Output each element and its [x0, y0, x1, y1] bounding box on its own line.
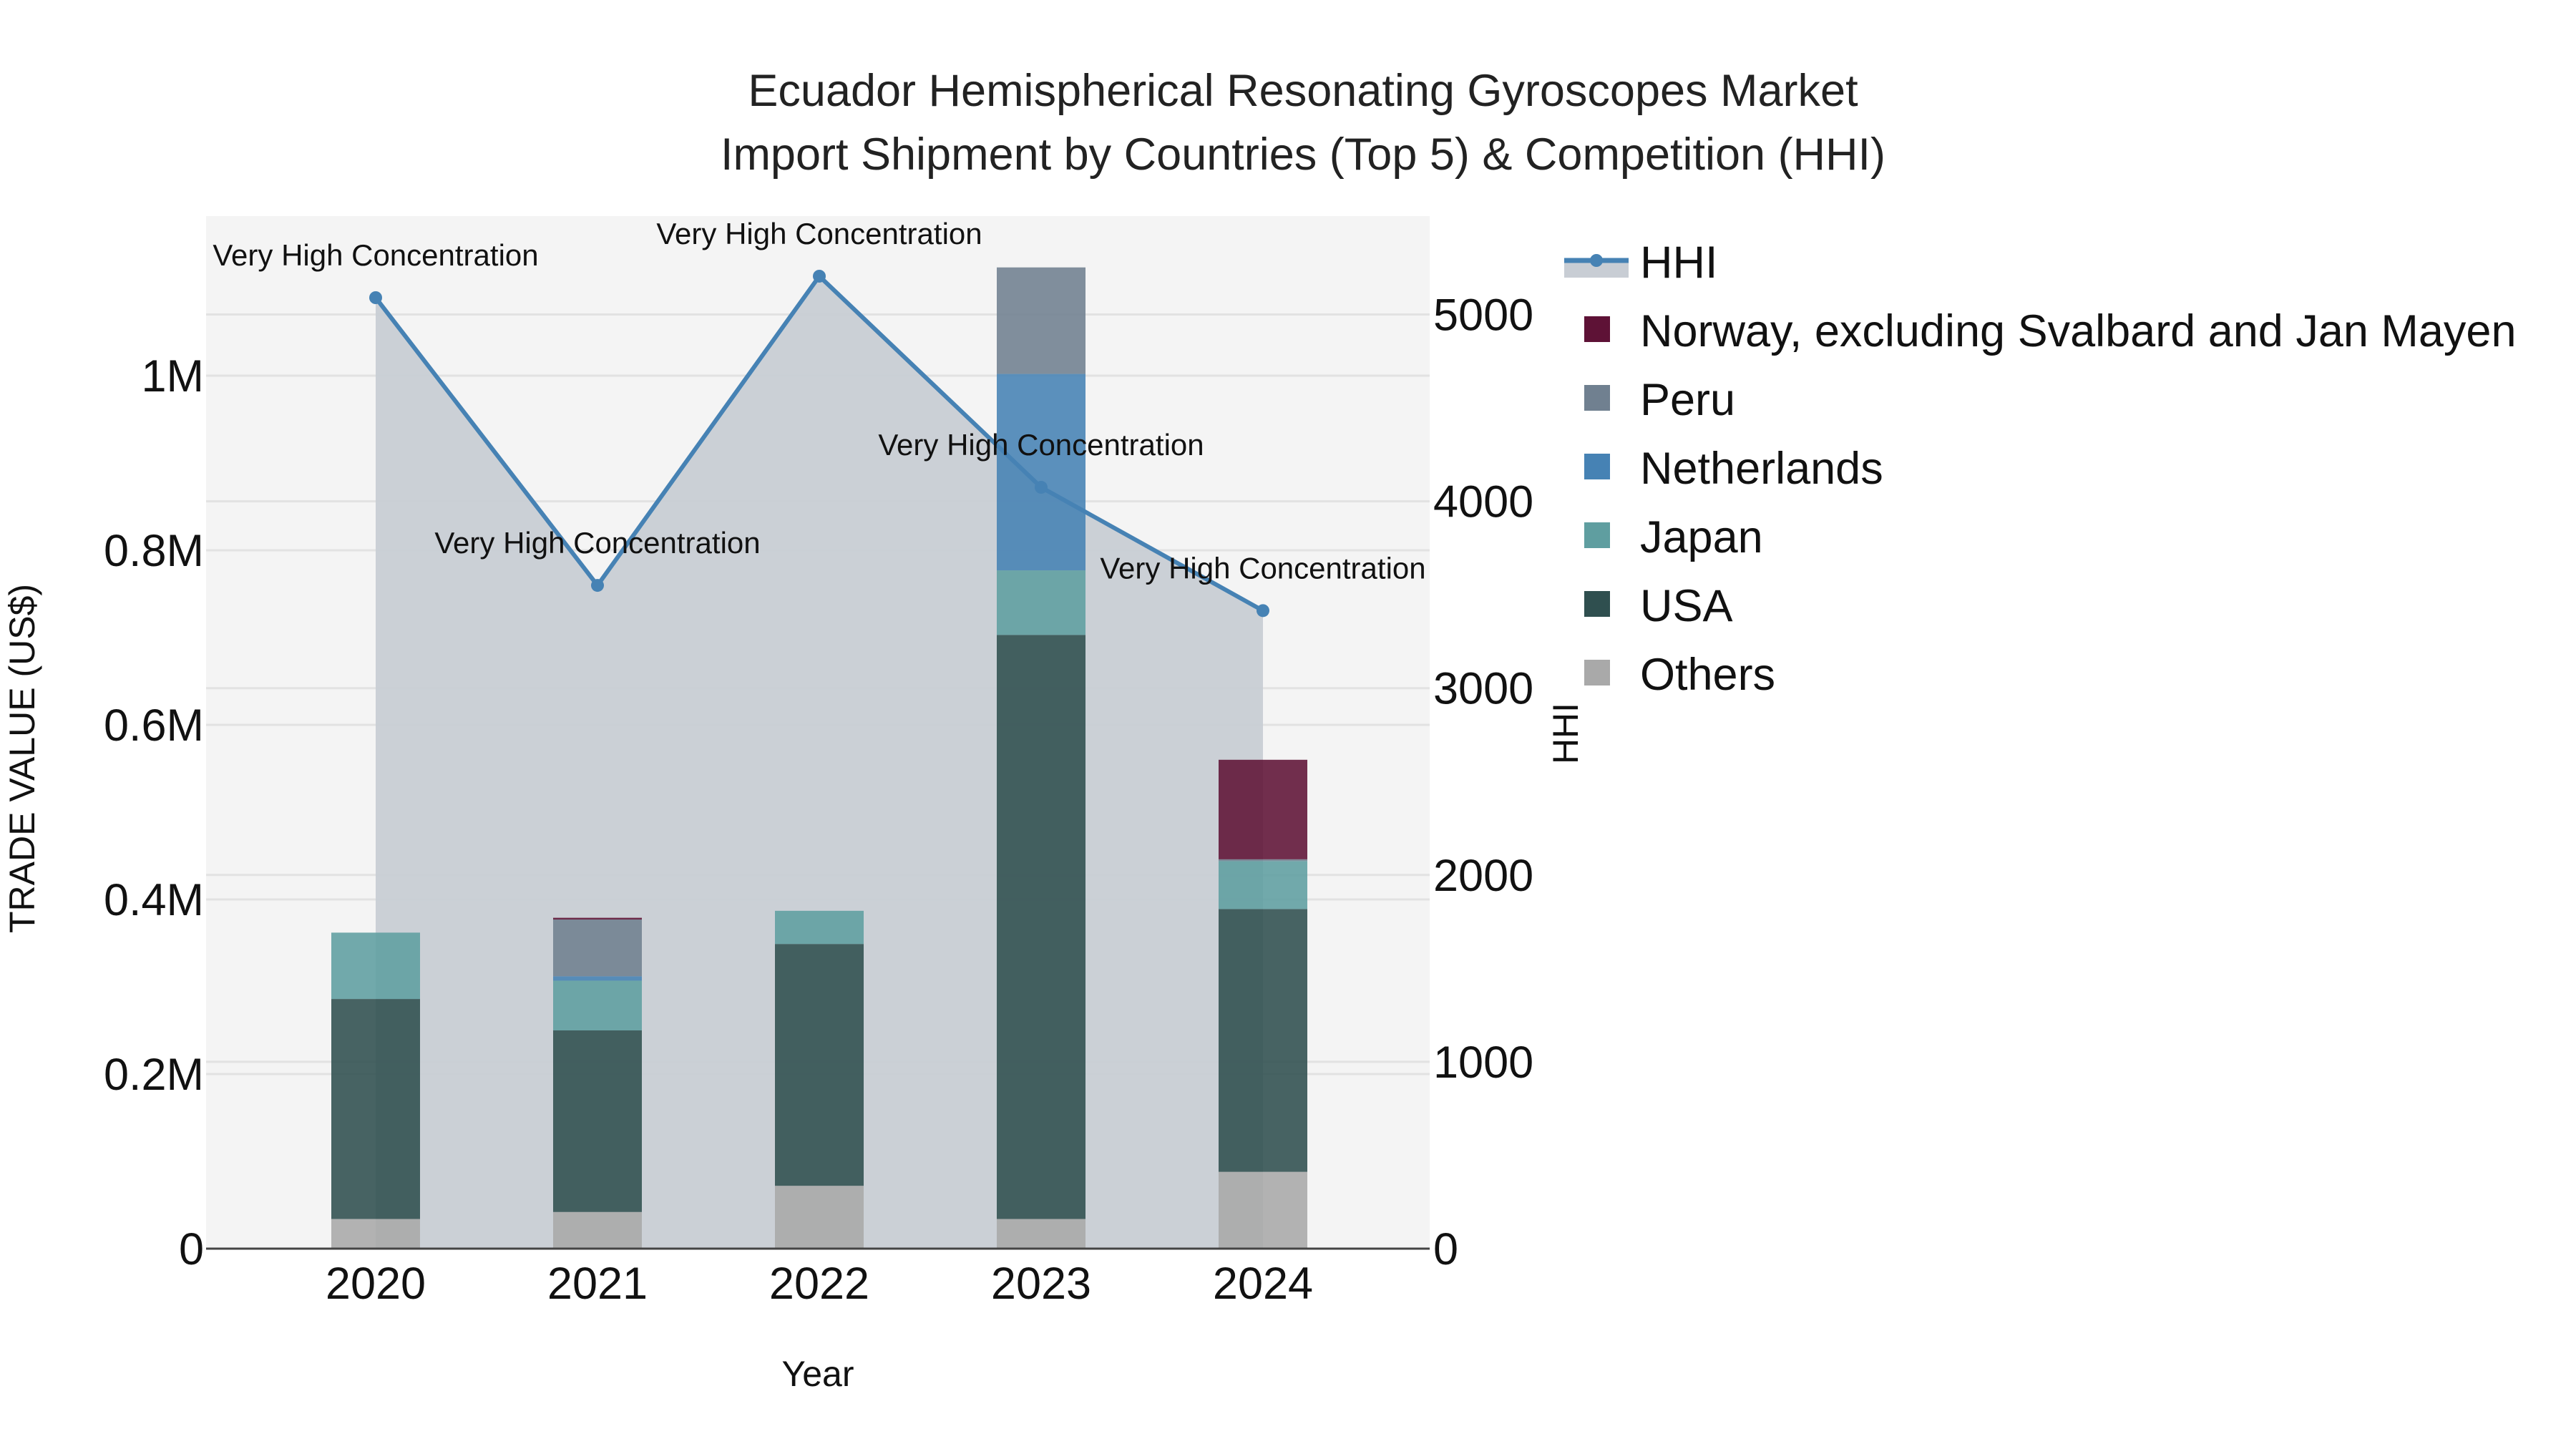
stacked-bars	[331, 267, 1307, 1249]
legend-item[interactable]: HHI	[1564, 238, 1718, 288]
legend-swatch	[1584, 660, 1610, 686]
y-axis-left-title: TRADE VALUE (US$)	[2, 584, 42, 933]
bar-segment[interactable]	[1219, 1171, 1307, 1249]
chart-title-line2: Import Shipment by Countries (Top 5) & C…	[721, 130, 1885, 180]
y-left-tick: 0.6M	[104, 701, 204, 751]
hhi-point[interactable]	[591, 579, 604, 592]
x-tick: 2020	[326, 1259, 426, 1309]
hhi-markers	[369, 269, 1269, 618]
bar-segment[interactable]	[1219, 859, 1307, 862]
y-left-tick: 0.4M	[104, 875, 204, 925]
hhi-point[interactable]	[1257, 604, 1269, 618]
y-right-tick: 1000	[1433, 1038, 1533, 1088]
bar-segment[interactable]	[553, 976, 642, 981]
bar-segment[interactable]	[331, 999, 420, 1219]
bar-segment[interactable]	[997, 635, 1085, 1219]
legend: HHI Norway, excluding Svalbard and Jan Ma…	[1564, 238, 2517, 700]
legend-marker-icon	[1590, 254, 1603, 267]
legend-swatch	[1584, 316, 1610, 342]
hhi-annotation: Very High Concentration	[434, 526, 760, 560]
hhi-annotations: Very High Concentration Very High Concent…	[213, 217, 1425, 585]
hhi-annotation: Very High Concentration	[213, 238, 538, 272]
x-tick: 2023	[991, 1259, 1091, 1309]
x-tick: 2024	[1213, 1259, 1313, 1309]
bar-segment[interactable]	[1219, 861, 1307, 909]
bar-segment[interactable]	[775, 1186, 864, 1249]
legend-item[interactable]: Norway, excluding Svalbard and Jan Mayen	[1584, 306, 2517, 356]
legend-item[interactable]: USA	[1584, 581, 1733, 631]
bar-segment[interactable]	[997, 374, 1085, 571]
y-left-tick: 1M	[141, 351, 204, 401]
hhi-annotation: Very High Concentration	[656, 217, 982, 250]
y-right-tick: 5000	[1433, 291, 1533, 341]
bar-segment[interactable]	[553, 1211, 642, 1249]
legend-label: USA	[1640, 581, 1733, 631]
x-axis-ticks: 2020 2021 2022 2023 2024	[326, 1259, 1313, 1309]
bar-segment[interactable]	[775, 944, 864, 1186]
legend-swatch	[1584, 385, 1610, 411]
legend-item[interactable]: Peru	[1584, 375, 1735, 425]
bar-segment[interactable]	[331, 932, 420, 1000]
y-left-tick: 0.8M	[104, 526, 204, 576]
x-tick: 2021	[547, 1259, 648, 1309]
hhi-annotation: Very High Concentration	[878, 428, 1204, 462]
legend-swatch	[1584, 522, 1610, 548]
bar-segment[interactable]	[1219, 759, 1307, 859]
bar-segment[interactable]	[553, 980, 642, 1030]
legend-item[interactable]: Netherlands	[1584, 444, 1883, 494]
bar-segment[interactable]	[997, 1219, 1085, 1249]
legend-swatch	[1584, 454, 1610, 479]
y-left-tick: 0.2M	[104, 1050, 204, 1100]
legend-label: HHI	[1640, 238, 1718, 288]
bar-segment[interactable]	[331, 1219, 420, 1249]
hhi-point[interactable]	[813, 269, 826, 283]
y-right-tick: 2000	[1433, 851, 1533, 901]
legend-swatch	[1584, 591, 1610, 617]
hhi-point[interactable]	[369, 291, 382, 305]
y-axis-left-ticks: 0 0.2M 0.4M 0.6M 0.8M 1M	[104, 351, 204, 1274]
hhi-point[interactable]	[1035, 481, 1048, 494]
y-left-tick: 0	[179, 1224, 204, 1274]
legend-label: Others	[1640, 650, 1775, 700]
bar-segment[interactable]	[997, 570, 1085, 635]
bar-segment[interactable]	[775, 910, 864, 945]
x-tick: 2022	[769, 1259, 869, 1309]
bar-segment[interactable]	[997, 267, 1085, 374]
x-axis-title: Year	[781, 1354, 854, 1394]
hhi-annotation: Very High Concentration	[1100, 551, 1425, 585]
bar-segment[interactable]	[553, 917, 642, 920]
legend-item[interactable]: Others	[1584, 650, 1775, 700]
legend-item[interactable]: Japan	[1584, 512, 1763, 562]
y-right-tick: 0	[1433, 1224, 1458, 1274]
y-right-tick: 3000	[1433, 664, 1533, 714]
legend-area-swatch	[1564, 262, 1629, 278]
y-axis-right-title: HHI	[1546, 703, 1586, 764]
y-axis-right-ticks: 0 1000 2000 3000 4000 5000	[1433, 291, 1533, 1275]
y-right-tick: 4000	[1433, 477, 1533, 527]
bar-segment[interactable]	[553, 1030, 642, 1212]
chart-title-line1: Ecuador Hemispherical Resonating Gyrosco…	[748, 66, 1858, 116]
legend-label: Japan	[1640, 512, 1763, 562]
bar-segment[interactable]	[553, 919, 642, 977]
legend-label: Peru	[1640, 375, 1735, 425]
legend-label: Netherlands	[1640, 444, 1883, 494]
legend-label: Norway, excluding Svalbard and Jan Mayen	[1640, 306, 2517, 356]
bar-segment[interactable]	[1219, 909, 1307, 1172]
